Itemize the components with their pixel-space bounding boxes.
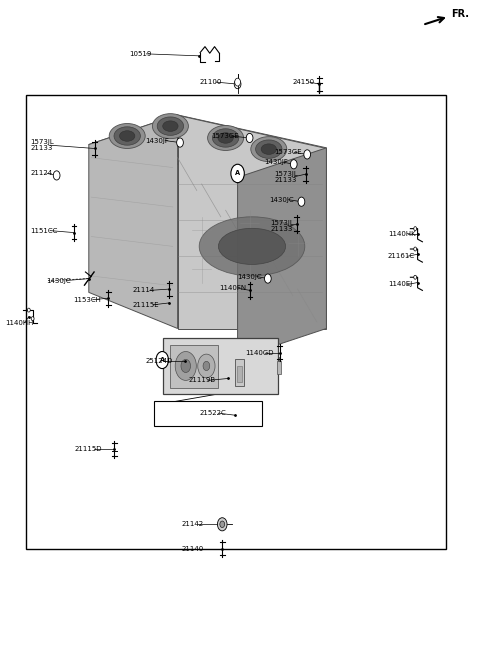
Text: 21119B: 21119B xyxy=(188,377,216,384)
Text: 25124D: 25124D xyxy=(145,358,173,365)
Ellipse shape xyxy=(199,217,305,276)
Ellipse shape xyxy=(152,114,188,139)
Text: 24150: 24150 xyxy=(293,79,315,85)
Text: 21140: 21140 xyxy=(181,545,204,552)
Text: 21124: 21124 xyxy=(30,170,52,177)
Ellipse shape xyxy=(256,140,282,158)
Circle shape xyxy=(156,351,168,369)
Text: A: A xyxy=(235,170,240,177)
Circle shape xyxy=(31,317,34,321)
Text: 21115D: 21115D xyxy=(74,446,102,453)
Ellipse shape xyxy=(207,125,244,150)
Ellipse shape xyxy=(163,121,178,131)
Circle shape xyxy=(220,521,225,528)
Text: 1573JL
21133: 1573JL 21133 xyxy=(275,171,298,183)
Circle shape xyxy=(298,197,305,206)
Circle shape xyxy=(217,518,227,531)
Circle shape xyxy=(414,227,417,231)
Circle shape xyxy=(27,308,30,312)
Circle shape xyxy=(181,359,191,373)
Bar xyxy=(26,95,446,549)
Ellipse shape xyxy=(218,229,286,265)
Bar xyxy=(237,366,242,382)
Text: 1140EJ: 1140EJ xyxy=(388,281,412,288)
Ellipse shape xyxy=(157,117,183,135)
Text: 1140HH: 1140HH xyxy=(5,319,33,326)
Circle shape xyxy=(53,171,60,180)
Bar xyxy=(154,401,262,426)
Circle shape xyxy=(177,138,183,147)
Polygon shape xyxy=(89,115,326,177)
Ellipse shape xyxy=(218,133,233,143)
Text: 21114: 21114 xyxy=(133,287,155,294)
Polygon shape xyxy=(89,115,178,328)
Bar xyxy=(235,359,244,386)
Text: 1573JL
21133: 1573JL 21133 xyxy=(30,139,54,151)
Polygon shape xyxy=(238,148,326,358)
Ellipse shape xyxy=(109,124,145,148)
Text: FR.: FR. xyxy=(451,9,469,20)
Text: 1573GE: 1573GE xyxy=(275,149,302,156)
Text: A: A xyxy=(160,357,165,363)
Circle shape xyxy=(203,361,210,371)
Circle shape xyxy=(198,354,215,378)
Circle shape xyxy=(414,247,417,251)
Text: 1573GE: 1573GE xyxy=(211,133,239,139)
Text: 1140FN: 1140FN xyxy=(219,285,246,292)
Polygon shape xyxy=(178,115,326,328)
Text: 21115E: 21115E xyxy=(133,302,159,308)
Text: 1430JC: 1430JC xyxy=(47,277,71,284)
Circle shape xyxy=(231,164,244,183)
Text: 21142: 21142 xyxy=(181,521,204,528)
Circle shape xyxy=(234,79,241,89)
Circle shape xyxy=(246,133,253,143)
Circle shape xyxy=(414,275,417,279)
Circle shape xyxy=(175,351,196,380)
Text: 1140HK: 1140HK xyxy=(388,231,416,237)
Text: 10519: 10519 xyxy=(130,51,152,57)
Ellipse shape xyxy=(251,137,287,162)
Text: 1430JF: 1430JF xyxy=(264,159,288,166)
Ellipse shape xyxy=(212,129,239,147)
Text: 1430JC: 1430JC xyxy=(237,273,262,280)
Text: 21522C: 21522C xyxy=(199,410,226,417)
Ellipse shape xyxy=(261,144,276,154)
Ellipse shape xyxy=(114,127,140,145)
Text: 1430JF: 1430JF xyxy=(145,137,169,144)
Text: 1430JC: 1430JC xyxy=(269,196,293,203)
Text: 21161C: 21161C xyxy=(388,253,415,260)
Bar xyxy=(170,345,218,388)
Text: 1153CH: 1153CH xyxy=(73,296,101,303)
Text: 1151CC: 1151CC xyxy=(30,227,58,234)
Circle shape xyxy=(290,160,297,169)
Text: 21100: 21100 xyxy=(199,79,222,85)
Circle shape xyxy=(235,78,240,86)
Circle shape xyxy=(264,274,271,283)
Bar xyxy=(277,361,281,374)
Circle shape xyxy=(304,150,311,159)
Ellipse shape xyxy=(120,131,135,141)
Bar xyxy=(163,338,278,394)
Text: 1140GD: 1140GD xyxy=(245,350,273,356)
Text: 1573JL
21133: 1573JL 21133 xyxy=(270,220,294,232)
